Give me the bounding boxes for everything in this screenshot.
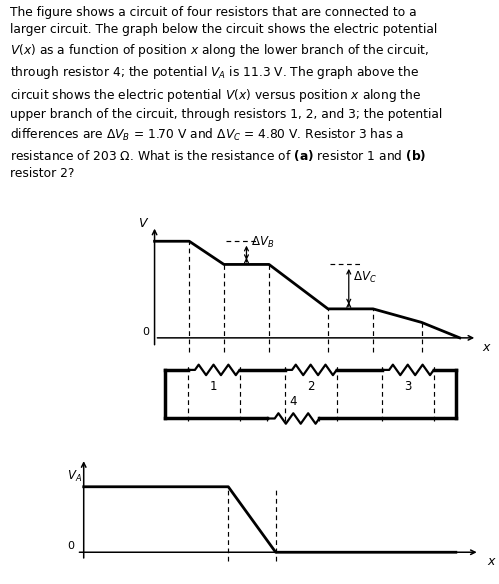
Text: 2: 2 [307, 380, 314, 393]
Text: 0: 0 [67, 541, 74, 551]
Text: 0: 0 [142, 327, 149, 337]
Text: 1: 1 [210, 380, 217, 393]
Text: $\Delta V_B$: $\Delta V_B$ [250, 235, 274, 250]
Text: $V$: $V$ [138, 217, 149, 230]
Text: 3: 3 [404, 380, 411, 393]
Text: $x$: $x$ [487, 555, 497, 568]
Text: $\Delta V_C$: $\Delta V_C$ [353, 270, 377, 285]
Text: The figure shows a circuit of four resistors that are connected to a
larger circ: The figure shows a circuit of four resis… [10, 6, 442, 180]
Text: 4: 4 [289, 395, 297, 408]
Text: $x$: $x$ [483, 340, 492, 354]
Text: $V_A$: $V_A$ [67, 469, 82, 484]
